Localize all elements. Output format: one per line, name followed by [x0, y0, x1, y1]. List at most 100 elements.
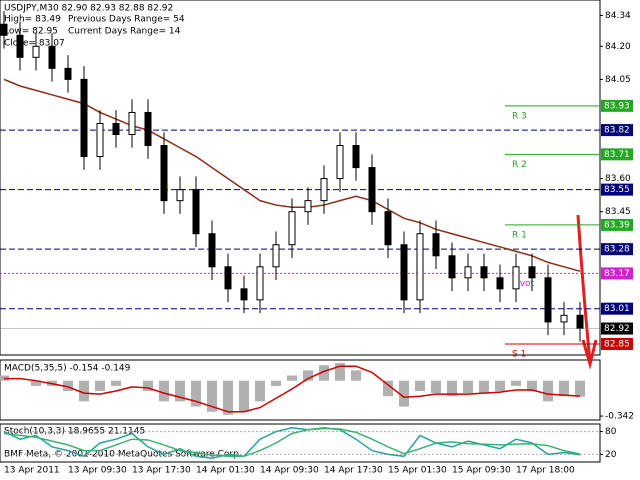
level-label: S 1: [512, 349, 526, 359]
macd-bar: [431, 380, 441, 394]
macd-signal: [4, 365, 581, 413]
candle-body: [176, 189, 184, 202]
macd-bar: [351, 370, 361, 381]
candle-body: [256, 266, 264, 301]
candle-body: [480, 266, 488, 279]
candle-body: [336, 145, 344, 180]
x-tick-label: 17 Apr 18:00: [516, 466, 575, 476]
macd-bar: [191, 380, 201, 407]
stoch-main: [3, 427, 581, 459]
candle-body: [432, 233, 440, 257]
macd-bar: [95, 380, 105, 392]
macd-bar: [463, 380, 473, 394]
macd-bar: [159, 380, 169, 402]
candle-body: [576, 314, 584, 330]
info: Close= 83.07: [4, 39, 65, 49]
macd-bar: [175, 380, 185, 402]
macd-bar: [543, 380, 553, 402]
macd-bar: [527, 380, 537, 392]
macd-bar: [303, 370, 313, 381]
level-value: 83.71: [604, 150, 630, 160]
macd-bar: [111, 380, 121, 386]
candle-body: [464, 266, 472, 279]
candle-body: [400, 244, 408, 301]
y-tick-label: 20: [605, 450, 617, 460]
level-box: [601, 148, 633, 161]
candle-body: [64, 67, 72, 80]
macd-bar: [559, 380, 569, 397]
candle-body: [528, 266, 536, 279]
level-box: [601, 183, 633, 196]
candle-body: [48, 45, 56, 69]
candle-body: [384, 211, 392, 246]
x-tick-label: 14 Apr 01:30: [196, 466, 255, 476]
macd-bar: [479, 380, 489, 394]
candle-body: [224, 266, 232, 290]
level-value: 83.01: [604, 304, 630, 314]
candle-body: [96, 122, 104, 158]
candle-body: [272, 244, 280, 268]
candle-body: [304, 200, 312, 213]
level-value: 83.17: [604, 269, 630, 279]
macd-bar: [207, 380, 217, 412]
candle-body: [368, 167, 376, 213]
macd-bar: [63, 380, 73, 392]
level-box: [601, 337, 633, 350]
candle-body: [80, 78, 88, 158]
level-label: R 3: [512, 111, 527, 121]
candle-body: [496, 277, 504, 290]
macd-bar: [495, 380, 505, 392]
macd-bar: [335, 363, 345, 381]
level-value: 83.55: [604, 185, 630, 195]
macd-bar: [31, 380, 41, 386]
candle-body: [0, 23, 8, 36]
candle-body: [288, 211, 296, 246]
level-box: [601, 267, 633, 280]
candle-body: [352, 145, 360, 169]
y-tick-label: 80: [605, 427, 617, 437]
macd-bar: [239, 380, 249, 412]
arrow: [576, 214, 598, 370]
level-box: [601, 124, 633, 137]
info: Low= 82.95: [4, 27, 58, 37]
x-tick-label: 13 Apr 09:30: [68, 466, 127, 476]
candle-body: [544, 277, 552, 323]
x-tick-label: 15 Apr 09:30: [452, 466, 511, 476]
y-tick-label: 84.34: [605, 11, 631, 21]
candle-body: [560, 314, 568, 323]
main-panel: [0, 0, 601, 356]
y-tick-label: 84.05: [605, 75, 631, 85]
macd-bar: [383, 380, 393, 397]
y-tick-label: 83.45: [605, 207, 631, 217]
info: High= 83.49: [4, 15, 61, 25]
candle-body: [208, 233, 216, 268]
macd-bar: [399, 380, 409, 407]
level-label: Pivot: [512, 279, 535, 289]
macd-bar: [255, 380, 265, 402]
x-tick-label: 13 Apr 2011: [4, 466, 60, 476]
candle-body: [416, 233, 424, 301]
candle-body: [128, 111, 136, 136]
candle-body: [448, 255, 456, 279]
macd-bar: [143, 380, 153, 392]
macd-bar: [223, 380, 233, 415]
stoch-title: Stoch(10,3,3) 18.9655 21.1145: [4, 427, 145, 437]
level-value: 83.82: [604, 126, 630, 136]
macd-bar: [271, 380, 281, 386]
x-tick-label: 14 Apr 09:30: [260, 466, 319, 476]
current-price: 82.92: [604, 324, 630, 334]
y-tick-label: 83.60: [605, 174, 631, 184]
level-value: 83.28: [604, 245, 630, 255]
y-tick-label: 84.20: [605, 42, 631, 52]
x-tick-label: 14 Apr 17:30: [324, 466, 383, 476]
current-box: [601, 322, 633, 335]
macd-bar: [287, 375, 297, 381]
candle-body: [160, 145, 168, 202]
title: USDJPY,M30 82.90 82.93 82.88 82.92: [4, 4, 173, 14]
level-value: 83.39: [604, 220, 630, 230]
y-tick-label: -0.342: [605, 412, 634, 422]
candle-body: [240, 288, 248, 301]
candle-body: [112, 122, 120, 136]
footer: BMF Meta, © 2001-2010 MetaQuotes Softwar…: [4, 450, 242, 460]
